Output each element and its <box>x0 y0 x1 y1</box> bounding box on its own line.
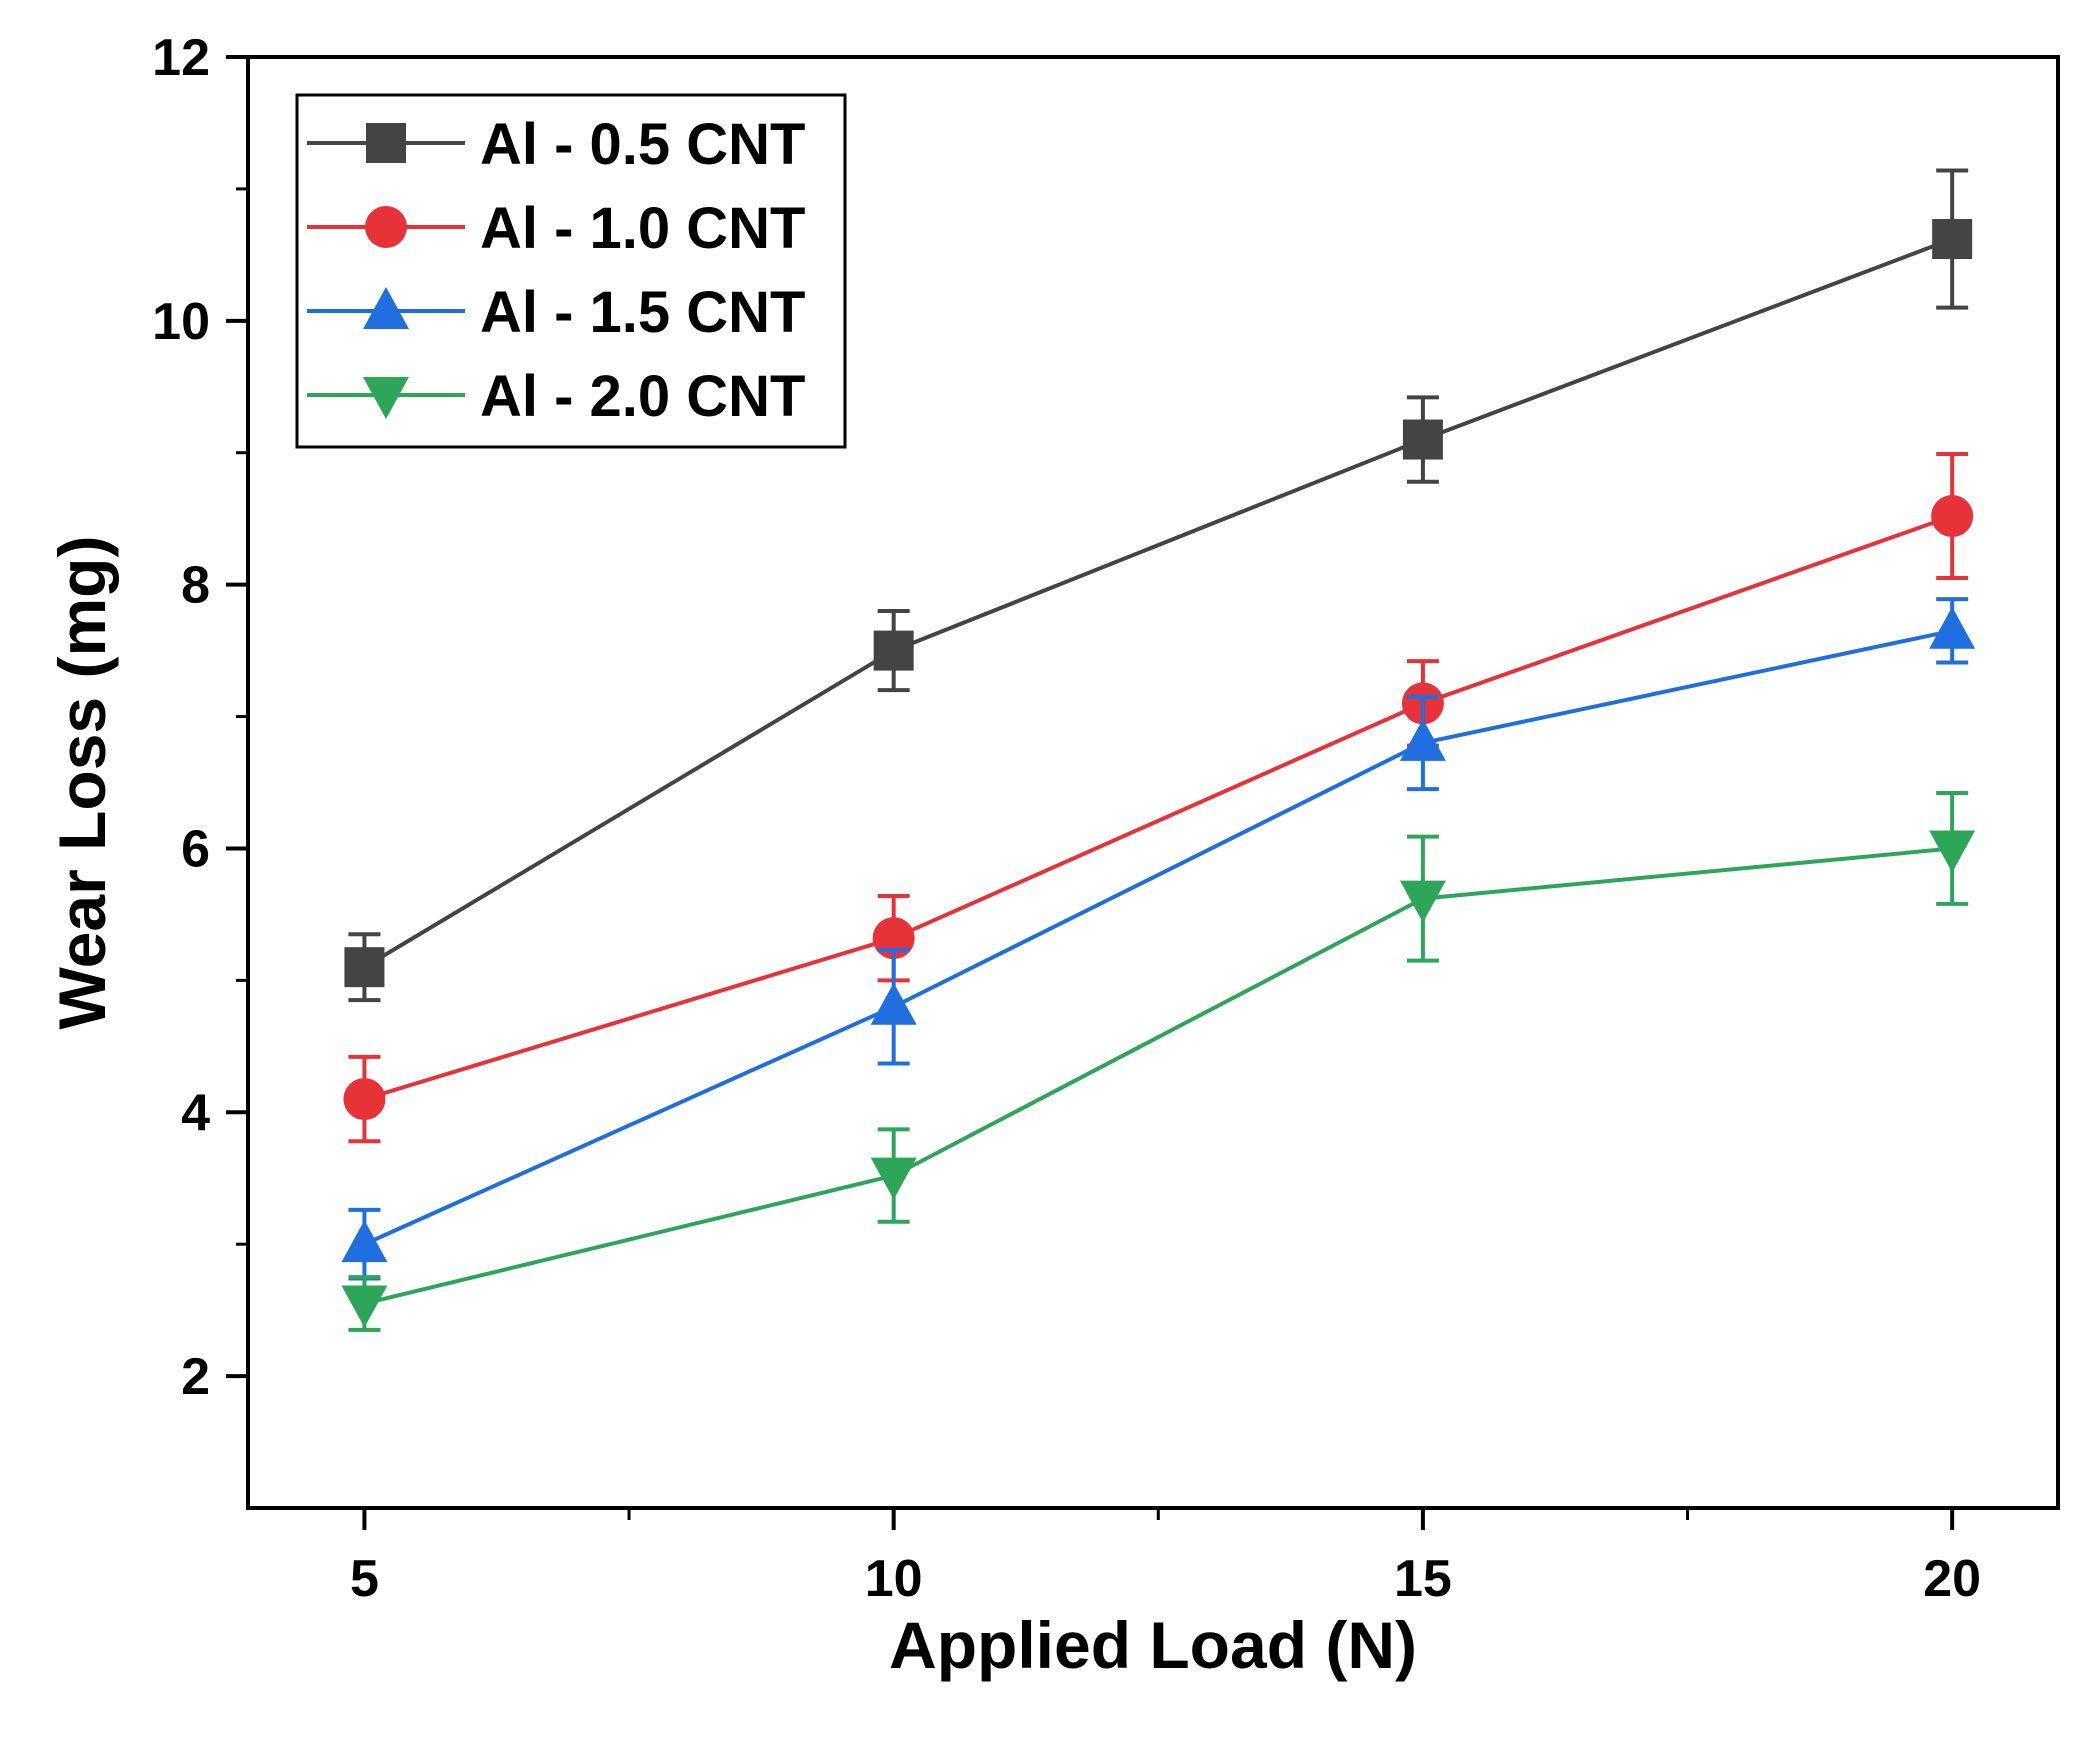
y-tick-label-12: 12 <box>152 29 210 87</box>
x-tick-label-5: 5 <box>350 1550 379 1608</box>
data-point <box>341 1220 388 1263</box>
legend-label: Al - 0.5 CNT <box>480 112 806 177</box>
data-point <box>870 1157 917 1200</box>
axes-group: 2 4 6 8 10 12 5 10 15 20 <box>152 29 2060 1608</box>
legend-label: Al - 2.0 CNT <box>480 364 806 429</box>
series-line-4 <box>363 846 1953 1306</box>
y-tick-label-10: 10 <box>152 293 210 351</box>
legend-marker <box>366 123 406 163</box>
legend: Al - 0.5 CNT Al - 1.0 CNT Al - 1.5 CNT Al -… <box>295 93 847 449</box>
x-tick-label-10: 10 <box>865 1550 923 1608</box>
series-3 <box>341 597 1976 1281</box>
data-point <box>343 1078 386 1121</box>
y-tick-label-2: 2 <box>181 1348 210 1406</box>
data-point <box>1931 495 1974 538</box>
y-tick-label-4: 4 <box>181 1084 210 1142</box>
x-axis-title: Applied Load (N) <box>889 1608 1417 1682</box>
x-tick-label-15: 15 <box>1394 1550 1452 1608</box>
plot-frame <box>246 55 2060 1510</box>
legend-item-4: Al - 2.0 CNT <box>307 364 806 429</box>
legend-marker <box>363 377 409 419</box>
legend-item-3: Al - 1.5 CNT <box>307 280 806 345</box>
data-point <box>344 947 385 988</box>
data-point <box>1399 718 1446 761</box>
data-point <box>870 982 917 1025</box>
series-group <box>341 168 1976 1332</box>
data-point <box>1929 606 1976 649</box>
legend-marker <box>365 206 407 248</box>
data-point <box>1929 830 1976 873</box>
series-line-3 <box>363 628 1953 1247</box>
data-point <box>873 630 914 671</box>
x-tick-label-20: 20 <box>1923 1550 1981 1608</box>
legend-item-1: Al - 0.5 CNT <box>307 112 806 177</box>
legend-marker <box>363 287 409 329</box>
series-4 <box>341 791 1976 1332</box>
y-tick-label-6: 6 <box>181 820 210 878</box>
series-1 <box>344 168 1973 1003</box>
legend-label: Al - 1.0 CNT <box>480 196 806 261</box>
series-line-2 <box>363 514 1953 1101</box>
y-axis-title: Wear Loss (mg) <box>45 536 119 1030</box>
data-point <box>1402 419 1443 460</box>
legend-item-2: Al - 1.0 CNT <box>307 196 806 261</box>
legend-label: Al - 1.5 CNT <box>480 280 806 345</box>
data-point <box>1399 880 1446 923</box>
data-point <box>341 1285 388 1328</box>
data-point <box>1932 219 1973 260</box>
y-tick-label-8: 8 <box>181 557 210 615</box>
series-line-1 <box>363 237 1953 969</box>
